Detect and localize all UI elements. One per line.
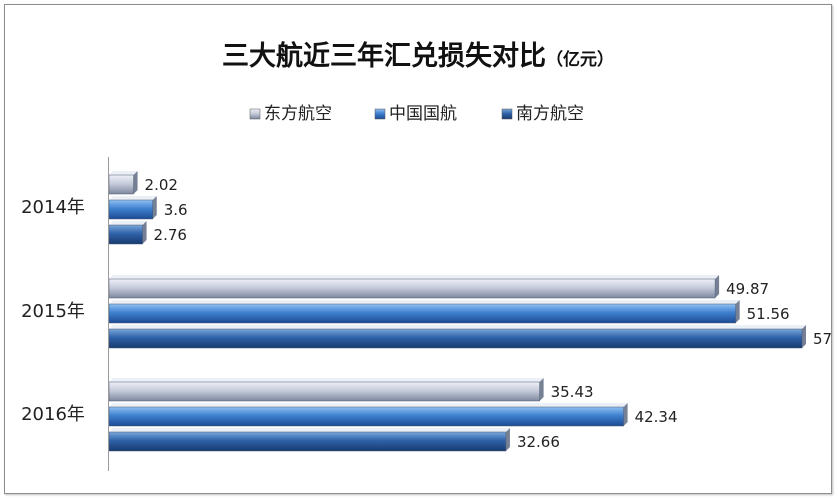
bar-top-face-1-1: [109, 300, 740, 304]
legend-item-2: 南方航空: [501, 104, 584, 124]
bar-top-face-2-2: [109, 428, 510, 432]
bar-1-2: 57.02: [108, 325, 831, 349]
chart-title: 三大航近三年汇兑损失对比（亿元）: [222, 40, 614, 72]
chart-title-main: 三大航近三年汇兑损失对比: [222, 40, 546, 72]
bar-1-0: 49.87: [108, 275, 769, 299]
data-label-0-2: 2.76: [154, 226, 187, 244]
legend-swatch-1: [374, 108, 386, 120]
bar-front-face-1-0: [108, 278, 716, 299]
legend-swatch-0: [249, 108, 261, 120]
bar-2-0: 35.43: [108, 378, 594, 402]
bar-side-face-1-0: [715, 275, 720, 298]
bar-top-face-1-0: [109, 275, 720, 279]
bar-top-face-0-0: [109, 171, 138, 175]
bar-front-face-0-2: [108, 224, 143, 245]
category-label-0: 2014年: [21, 197, 85, 218]
data-label-2-2: 32.66: [517, 433, 560, 451]
bar-side-face-2-2: [505, 428, 510, 451]
legend-label-1: 中国国航: [389, 104, 457, 124]
legend-swatch-2: [501, 108, 513, 120]
bar-top-face-2-0: [109, 378, 544, 382]
bar-side-face-2-1: [623, 403, 628, 426]
data-label-1-2: 57.02: [813, 330, 831, 348]
bar-top-face-0-1: [109, 196, 157, 200]
legend-item-0: 东方航空: [249, 104, 332, 124]
legend: 东方航空 中国国航 南方航空: [249, 104, 584, 124]
plot-area: 2014年 2.02 3.6 2.76 2015年 49.87 51.56 57.02 2016…: [21, 171, 831, 452]
bar-front-face-1-1: [108, 303, 736, 324]
bar-top-face-0-2: [109, 221, 147, 225]
bar-side-face-1-2: [802, 325, 806, 348]
bar-0-0: 2.02: [108, 171, 178, 195]
category-label-2: 2016年: [21, 404, 85, 425]
bar-0-1: 3.6: [108, 196, 188, 220]
category-label-1: 2015年: [21, 301, 85, 322]
bar-front-face-2-0: [108, 381, 540, 402]
data-label-2-1: 42.34: [635, 408, 678, 426]
bar-side-face-0-1: [152, 196, 157, 219]
bar-front-face-0-0: [108, 174, 134, 195]
bar-side-face-1-1: [735, 300, 740, 323]
bar-front-face-2-1: [108, 406, 624, 427]
bar-front-face-1-2: [108, 328, 803, 349]
legend-label-2: 南方航空: [516, 104, 584, 124]
bar-front-face-0-1: [108, 199, 154, 220]
bar-1-1: 51.56: [108, 300, 790, 324]
bar-top-face-1-2: [109, 325, 806, 329]
chart-svg: 三大航近三年汇兑损失对比（亿元） 东方航空 中国国航 南方航空 2014年 2.02 3…: [21, 40, 831, 471]
bar-2-1: 42.34: [108, 403, 678, 427]
bar-side-face-0-2: [142, 221, 147, 244]
chart-frame: 三大航近三年汇兑损失对比（亿元） 东方航空 中国国航 南方航空 2014年 2.02 3…: [4, 4, 832, 494]
bar-0-2: 2.76: [108, 221, 187, 245]
data-label-1-0: 49.87: [726, 280, 769, 298]
data-label-1-1: 51.56: [747, 305, 790, 323]
data-label-0-1: 3.6: [164, 201, 188, 219]
chart-title-unit: （亿元）: [546, 49, 614, 70]
legend-item-1: 中国国航: [374, 104, 457, 124]
data-label-2-0: 35.43: [551, 383, 594, 401]
bar-front-face-2-2: [108, 431, 507, 452]
data-label-0-0: 2.02: [145, 176, 178, 194]
legend-label-0: 东方航空: [264, 104, 332, 124]
bar-2-2: 32.66: [108, 428, 560, 452]
bar-side-face-0-0: [133, 171, 138, 194]
bar-side-face-2-0: [539, 378, 544, 401]
bar-top-face-2-1: [109, 403, 628, 407]
